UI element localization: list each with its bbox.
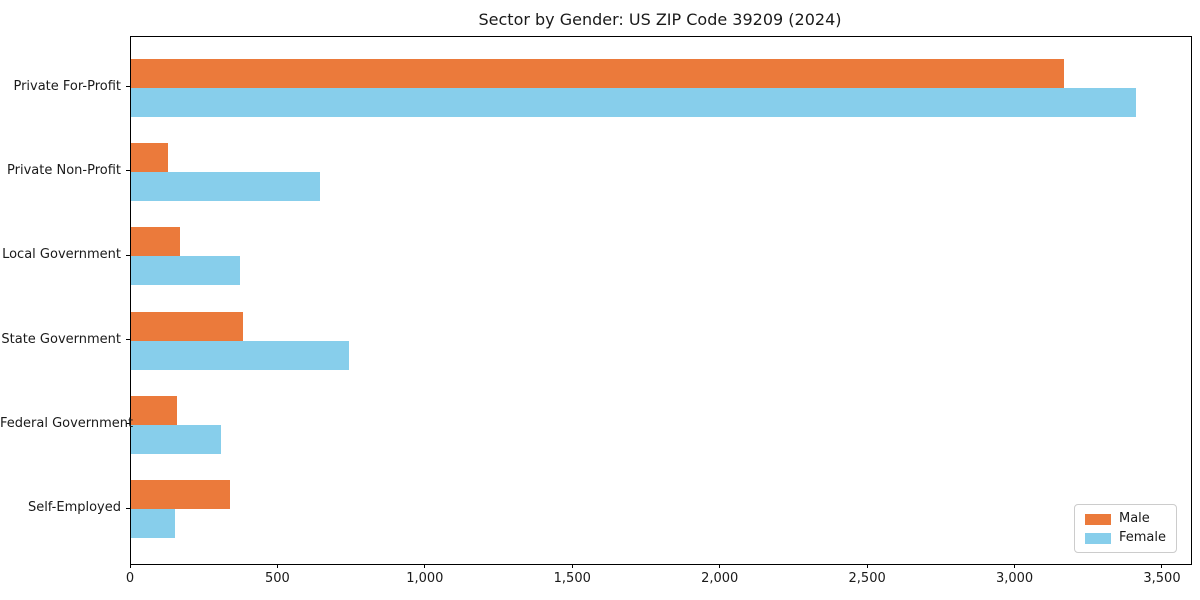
x-tick-label: 0	[125, 571, 135, 586]
bar-female-federal-government	[131, 424, 221, 454]
x-tick-mark	[276, 564, 278, 568]
x-tick-label: 500	[265, 571, 290, 586]
bar-male-federal-government	[131, 395, 177, 425]
x-tick-mark	[424, 564, 426, 568]
bar-female-self-employed	[131, 509, 176, 539]
bar-male-private-for-profit	[131, 58, 1065, 88]
x-tick-mark	[866, 564, 868, 568]
x-tick-label: 1,000	[406, 571, 444, 586]
x-tick-mark	[571, 564, 573, 568]
x-tick-label: 2,000	[701, 571, 739, 586]
y-tick-mark	[126, 86, 130, 88]
x-tick-mark	[719, 564, 721, 568]
y-tick-label: Private For-Profit	[13, 78, 121, 94]
chart-title: Sector by Gender: US ZIP Code 39209 (202…	[478, 10, 842, 29]
y-tick-mark	[126, 254, 130, 256]
x-tick-label: 2,500	[848, 571, 886, 586]
bar-female-private-non-profit	[131, 171, 320, 201]
bar-female-local-government	[131, 256, 241, 286]
y-tick-mark	[126, 170, 130, 172]
x-tick-mark	[129, 564, 131, 568]
x-tick-label: 3,000	[995, 571, 1034, 586]
female-series-swatch	[1084, 532, 1111, 544]
bars-layer	[131, 37, 1191, 564]
y-tick-mark	[126, 507, 130, 509]
x-tick-mark	[1161, 564, 1163, 568]
y-tick-label: State Government	[1, 331, 121, 347]
legend: Male Female	[1073, 504, 1177, 553]
plot-area	[130, 36, 1192, 565]
bar-male-local-government	[131, 227, 180, 257]
y-tick-mark	[126, 423, 130, 425]
bar-male-private-non-profit	[131, 142, 168, 172]
legend-label-male: Male	[1118, 511, 1150, 526]
y-tick-label: Self-Employed	[27, 500, 121, 516]
bar-male-self-employed	[131, 480, 230, 510]
bar-female-private-for-profit	[131, 87, 1137, 117]
legend-item-male: Male	[1084, 511, 1166, 526]
y-tick-label: Private Non-Profit	[7, 162, 121, 178]
legend-item-female: Female	[1084, 530, 1166, 545]
male-series-swatch	[1084, 513, 1111, 525]
y-tick-mark	[126, 339, 130, 341]
legend-label-female: Female	[1118, 530, 1166, 545]
bar-female-state-government	[131, 340, 350, 370]
x-tick-label: 3,500	[1143, 571, 1181, 586]
bar-male-state-government	[131, 311, 244, 341]
x-tick-mark	[1014, 564, 1016, 568]
x-tick-label: 1,500	[553, 571, 591, 586]
y-tick-label: Local Government	[2, 247, 121, 263]
y-tick-label: Federal Government	[0, 415, 134, 431]
